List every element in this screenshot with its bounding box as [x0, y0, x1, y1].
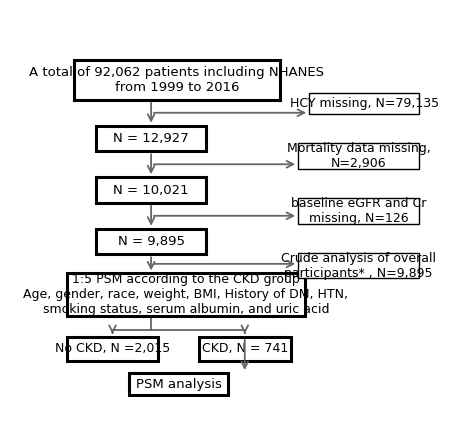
FancyBboxPatch shape: [96, 177, 206, 203]
Text: A total of 92,062 patients including NHANES
from 1999 to 2016: A total of 92,062 patients including NHA…: [29, 66, 324, 94]
Text: N = 12,927: N = 12,927: [113, 132, 189, 145]
Text: Mortality data missing,
N=2,906: Mortality data missing, N=2,906: [287, 142, 430, 169]
Text: baseline eGFR and Cr
missing, N=126: baseline eGFR and Cr missing, N=126: [291, 197, 426, 225]
FancyBboxPatch shape: [199, 337, 291, 361]
FancyBboxPatch shape: [298, 253, 419, 278]
FancyBboxPatch shape: [298, 143, 419, 169]
Text: 1:5 PSM according to the CKD group
Age, gender, race, weight, BMI, History of DM: 1:5 PSM according to the CKD group Age, …: [24, 273, 348, 316]
Text: Crude analysis of overall
participants* , N=9,895: Crude analysis of overall participants* …: [281, 252, 436, 280]
FancyBboxPatch shape: [309, 93, 419, 114]
FancyBboxPatch shape: [66, 273, 305, 316]
Text: N = 9,895: N = 9,895: [118, 235, 184, 248]
Text: PSM analysis: PSM analysis: [136, 378, 221, 391]
Text: HCY missing, N=79,135: HCY missing, N=79,135: [290, 97, 439, 110]
FancyBboxPatch shape: [74, 60, 280, 100]
FancyBboxPatch shape: [96, 229, 206, 254]
Text: CKD, N = 741: CKD, N = 741: [201, 343, 288, 355]
FancyBboxPatch shape: [96, 126, 206, 151]
Text: No CKD, N =2,015: No CKD, N =2,015: [55, 343, 170, 355]
Text: N = 10,021: N = 10,021: [113, 184, 189, 197]
FancyBboxPatch shape: [298, 198, 419, 223]
FancyBboxPatch shape: [66, 337, 158, 361]
FancyBboxPatch shape: [129, 373, 228, 395]
